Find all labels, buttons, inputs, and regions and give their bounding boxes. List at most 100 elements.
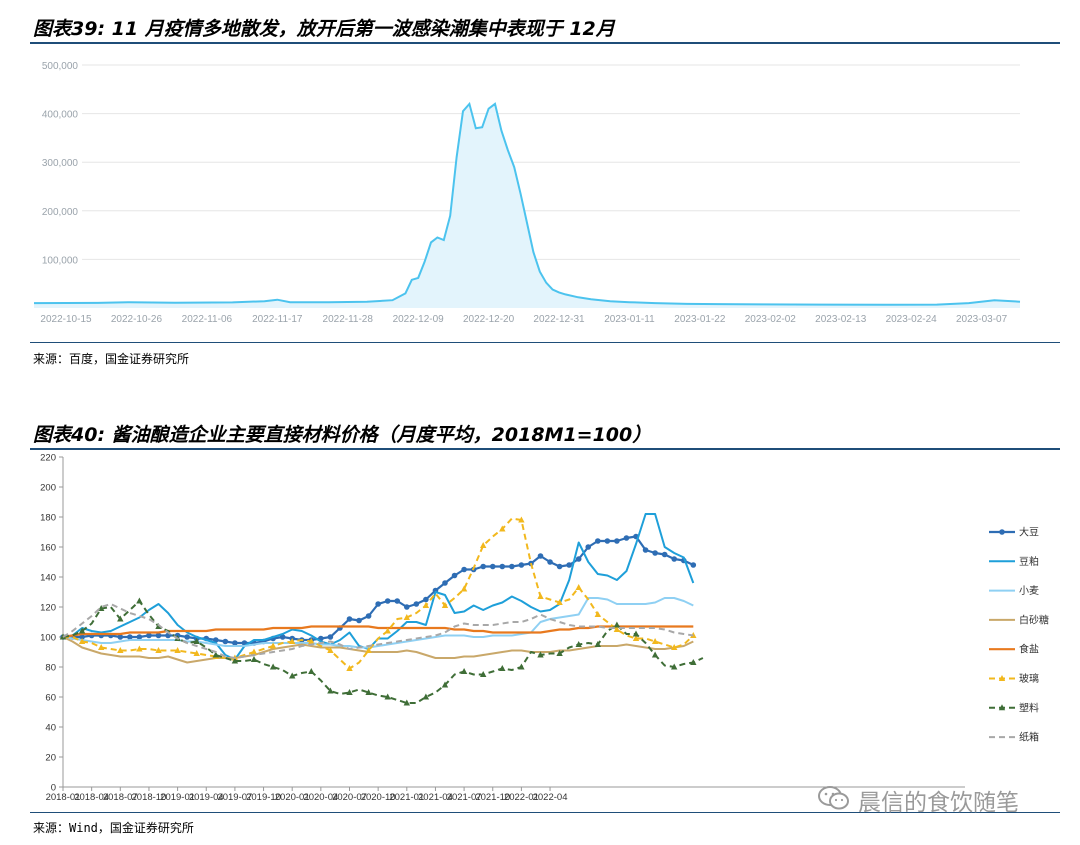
x-tick-label: 2022-11-06	[182, 314, 233, 325]
data-point	[212, 651, 219, 658]
data-point	[213, 637, 219, 643]
data-point	[451, 572, 458, 579]
data-point	[460, 668, 468, 674]
data-point	[384, 627, 391, 634]
data-point	[346, 665, 353, 671]
x-tick-label: 2020-01	[275, 792, 310, 803]
legend-label: 小麦	[1019, 585, 1039, 597]
data-point	[547, 559, 553, 565]
figure39-source: 来源：百度，国金证券研究所	[33, 352, 190, 366]
data-point	[346, 689, 353, 695]
series-7	[62, 603, 694, 659]
x-tick-label: 2021-04	[418, 792, 453, 803]
data-point	[671, 663, 678, 670]
y-tick-label: 20	[45, 753, 56, 764]
legend-label: 白砂糖	[1019, 613, 1049, 626]
data-point	[671, 644, 678, 650]
figure39-title: 图表39: 11 月疫情多地散发，放开后第一波感染潮集中表现于 12月	[33, 18, 615, 40]
data-point	[174, 647, 181, 653]
legend-label: 食盐	[1019, 643, 1039, 656]
data-point	[623, 535, 630, 541]
y-tick-label: 60	[45, 693, 56, 704]
legend-label: 玻璃	[1019, 672, 1039, 685]
data-point	[651, 638, 659, 644]
data-point	[613, 626, 621, 632]
x-tick-label: 2018-04	[74, 792, 109, 803]
figure40-title: 图表40: 酱油酿造企业主要直接材料价格（月度平均，2018M1=100）	[33, 424, 652, 446]
series-0	[60, 533, 697, 646]
data-point	[595, 538, 601, 544]
data-point	[594, 611, 601, 617]
y-tick-label: 80	[45, 663, 56, 674]
data-point	[327, 687, 334, 694]
y-tick-label: 160	[40, 543, 56, 554]
data-point	[155, 632, 162, 639]
x-tick-label: 2023-02-02	[745, 314, 797, 325]
data-point	[614, 538, 620, 544]
x-tick-label: 2019-04	[189, 792, 224, 803]
legend-label: 纸箱	[1019, 731, 1039, 744]
data-point	[422, 693, 430, 700]
data-point	[441, 602, 449, 608]
data-point	[98, 644, 105, 650]
data-point	[604, 538, 611, 544]
series-3	[62, 636, 694, 664]
data-point	[575, 641, 582, 647]
figure40-bottom-rule	[30, 812, 1060, 813]
data-point	[404, 604, 410, 610]
data-point	[365, 647, 372, 653]
y-tick-label: 100,000	[42, 255, 79, 266]
figure39-bottom-rule	[30, 342, 1060, 343]
data-point	[499, 563, 506, 570]
data-point	[327, 647, 334, 653]
data-point	[566, 562, 572, 568]
legend-marker	[998, 704, 1006, 711]
data-point	[365, 689, 372, 695]
data-point	[461, 566, 467, 573]
data-point	[518, 663, 525, 670]
data-point	[556, 563, 563, 570]
data-point	[442, 580, 448, 586]
data-point	[537, 593, 544, 599]
data-point	[480, 671, 487, 677]
data-point	[690, 562, 697, 568]
x-tick-label: 2023-02-13	[815, 314, 867, 325]
series-line	[63, 517, 694, 670]
x-tick-label: 2022-12-31	[533, 314, 585, 325]
watermark-text: 晨信的食饮随笔	[858, 790, 1019, 816]
data-point	[480, 563, 487, 570]
data-point	[518, 516, 525, 523]
y-tick-label: 0	[51, 783, 56, 794]
data-point	[642, 547, 649, 553]
legend-label: 豆粕	[1019, 555, 1039, 568]
x-tick-label: 2022-12-20	[463, 314, 515, 325]
data-point	[652, 550, 658, 556]
data-point	[269, 663, 277, 670]
data-point	[117, 634, 124, 640]
area-fill	[34, 103, 1020, 309]
data-point	[356, 617, 362, 624]
series-6	[59, 597, 704, 706]
x-tick-label: 2022-11-17	[252, 314, 303, 325]
data-point	[556, 599, 563, 605]
y-tick-label: 200,000	[42, 207, 79, 218]
data-point	[422, 602, 430, 608]
x-tick-label: 2018-10	[132, 792, 167, 803]
y-tick-label: 220	[40, 453, 56, 464]
y-tick-label: 100	[40, 633, 56, 644]
x-tick-label: 2020-04	[303, 792, 338, 803]
data-point	[289, 638, 296, 644]
legend-label: 大豆	[1019, 526, 1039, 539]
data-point	[556, 650, 563, 656]
data-point	[671, 556, 677, 562]
x-tick-label: 2019-01	[160, 792, 195, 803]
data-point	[585, 544, 592, 550]
y-tick-label: 400,000	[42, 110, 79, 121]
x-tick-label: 2022-11-28	[323, 314, 374, 325]
y-tick-label: 300,000	[42, 158, 79, 169]
series-line	[62, 603, 694, 659]
series-5	[59, 516, 697, 671]
wechat-icon	[818, 786, 849, 810]
data-point	[308, 638, 315, 644]
data-point	[155, 647, 162, 653]
